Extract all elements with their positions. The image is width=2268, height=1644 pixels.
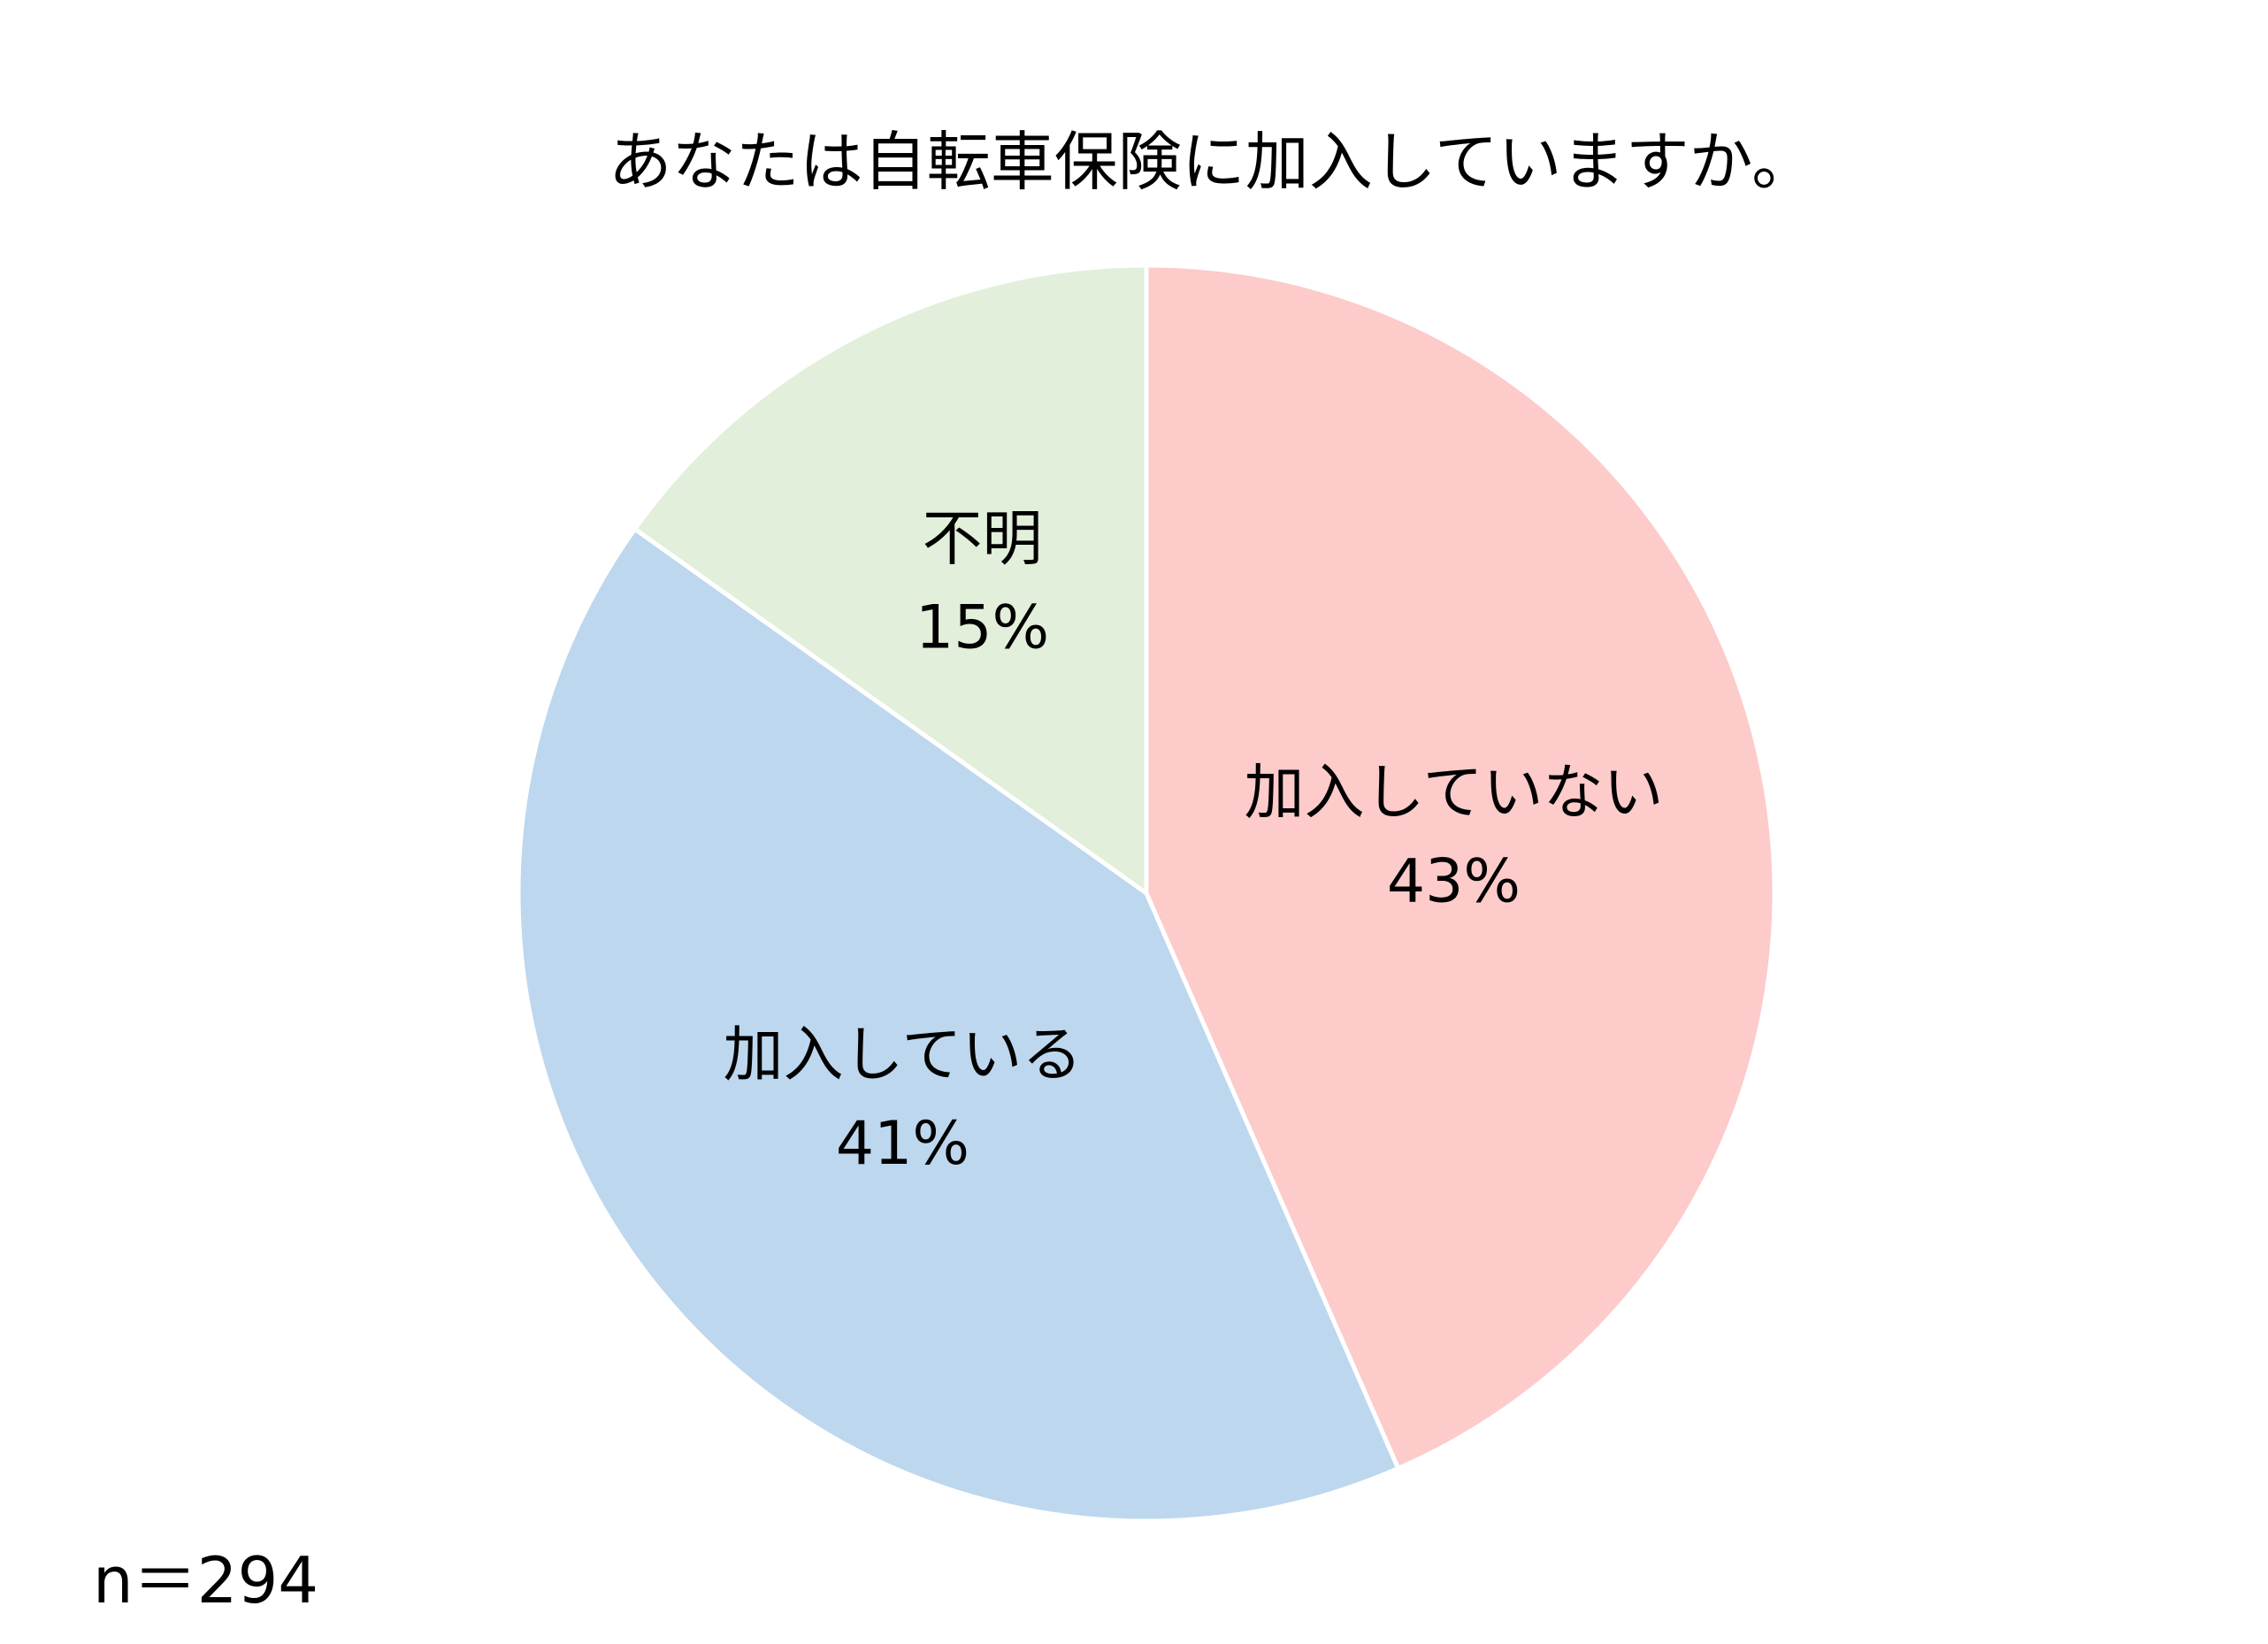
- pie-slice-3: [632, 263, 1149, 896]
- chart-title: あなたは自転車保険に加入していますか。: [609, 125, 1815, 199]
- slice-label-2: 加入している: [723, 1021, 1082, 1090]
- pie-slice-1: [1144, 263, 1777, 1471]
- slice-value-label-3: 15%: [916, 593, 1049, 662]
- pie-slices: [516, 263, 1777, 1524]
- slice-label-3: 不明: [923, 504, 1043, 574]
- slice-value-label-2: 41%: [836, 1109, 969, 1179]
- slice-label-1: 加入していない: [1244, 758, 1663, 828]
- slice-labels: 加入していない 43% 加入している 41% 不明 15%: [723, 504, 1663, 1179]
- pie-slice-2: [516, 526, 1401, 1524]
- sample-size-note: n＝294: [93, 1543, 318, 1617]
- slice-value-label-1: 43%: [1387, 846, 1521, 916]
